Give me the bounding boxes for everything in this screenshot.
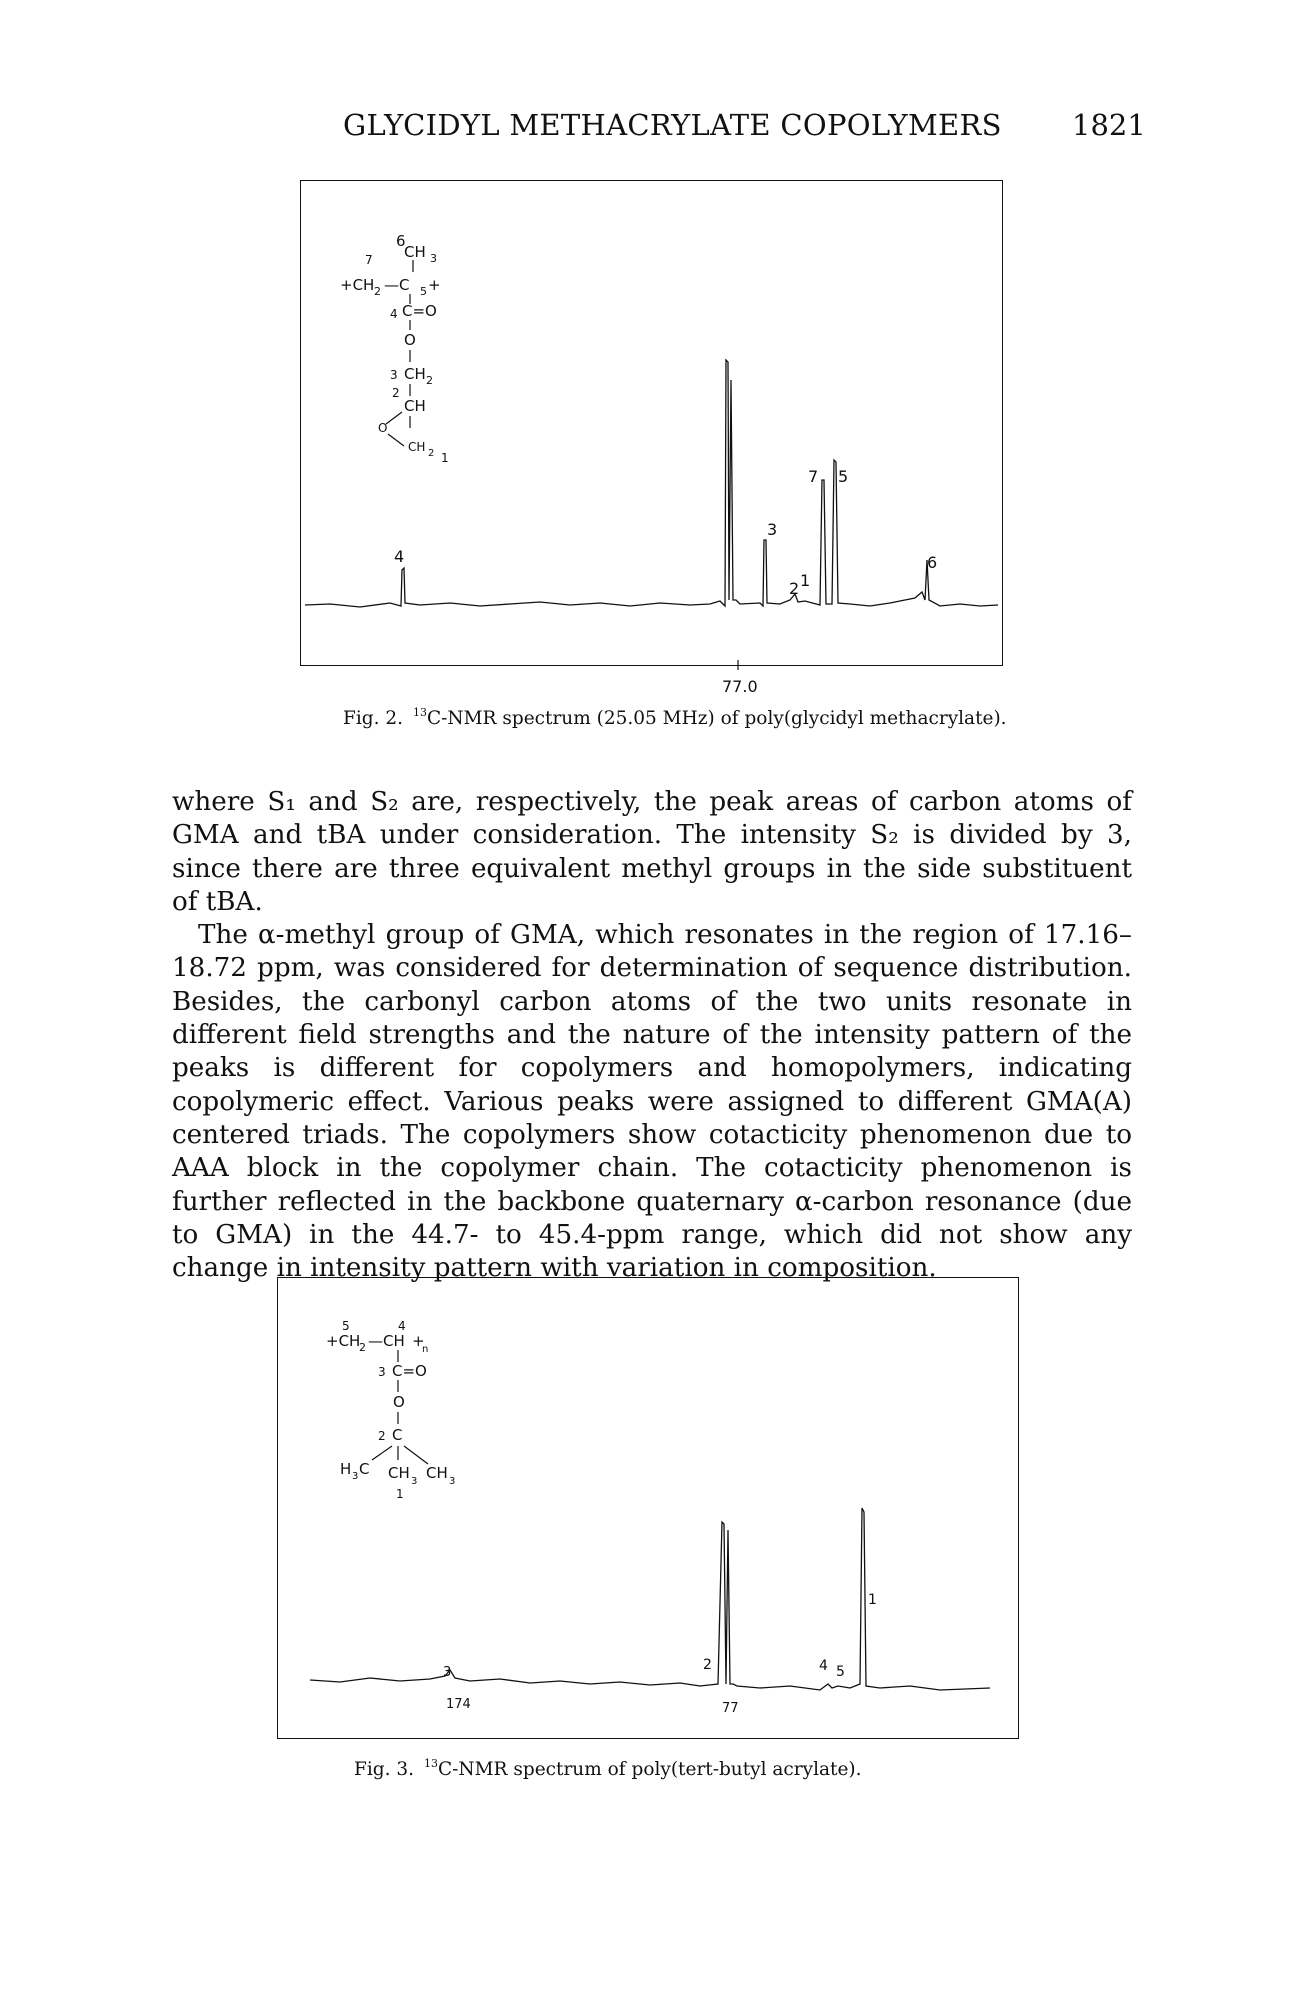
figure-2-peak-label: 3 [767, 520, 777, 539]
figure-2-caption: Fig. 2. 13C-NMR spectrum (25.05 MHz) of p… [343, 706, 1007, 729]
struct-label: C [392, 1426, 402, 1444]
struct-label: O [393, 1393, 405, 1411]
figure-2-peak-label: 2 [789, 579, 799, 598]
figure-3-peak-label: 3 [443, 1665, 451, 1680]
page-number: 1821 [1072, 108, 1146, 142]
struct-label: —CH [368, 1332, 405, 1350]
struct-label: CH [404, 365, 426, 383]
struct-label: 4 [398, 1319, 406, 1333]
figure-3-peak-label: 4 [819, 1658, 828, 1674]
struct-label: 3 [449, 1476, 455, 1487]
struct-label: 3 [390, 368, 398, 382]
figure-3-trace [309, 1507, 991, 1691]
running-head-title: GLYCIDYL METHACRYLATE COPOLYMERS [343, 108, 1002, 142]
struct-label: 2 [392, 386, 400, 400]
struct-label: + [428, 276, 441, 294]
struct-label: 6 [396, 232, 406, 250]
figure-3-caption: Fig. 3. 13C-NMR spectrum of poly(tert-but… [354, 1757, 862, 1780]
struct-label: C=O [392, 1362, 427, 1380]
figure-3-caption-text: C-NMR spectrum of poly(tert-butyl acryla… [438, 1759, 862, 1780]
struct-label: C [359, 1460, 369, 1478]
figure-2-trace [304, 358, 999, 608]
struct-label: 5 [420, 285, 427, 298]
struct-label: 3 [378, 1365, 386, 1379]
figure-2-peak-label: 4 [394, 547, 404, 566]
struct-label: 1 [441, 451, 449, 465]
figure-3-axis-label: 174 [446, 1697, 471, 1712]
figure-2-peak-label: 7 [808, 467, 818, 486]
figure-2-spectrum: 6 CH 3 7 +CH 2 —C 5 + 4 C=O O 3 CH 2 2 C… [304, 232, 999, 696]
struct-label: 7 [365, 253, 373, 267]
figure-2-caption-number: Fig. 2. [343, 708, 404, 729]
figure-3-structure: 5 4 +CH 2 —CH + n 3 C=O O 2 C H 3 C CH 3… [326, 1319, 455, 1501]
struct-label: 2 [426, 374, 433, 387]
struct-label: CH [388, 1464, 410, 1482]
figure-2-peak-label: 5 [838, 467, 848, 486]
struct-label: 4 [390, 307, 398, 321]
figure-3-peak-label: 5 [836, 1664, 845, 1680]
struct-label: —C [384, 276, 409, 294]
struct-label: O [378, 421, 387, 435]
struct-label: C=O [402, 302, 437, 320]
body-text: where S₁ and S₂ are, respectively, the p… [172, 786, 1132, 1285]
struct-label: 2 [378, 1429, 386, 1443]
struct-label: 2 [428, 448, 434, 459]
body-paragraph-1: where S₁ and S₂ are, respectively, the p… [172, 787, 1132, 917]
figure-3-peak-label: 2 [703, 1657, 712, 1673]
body-paragraph-2: The α-methyl group of GMA, which resonat… [172, 920, 1132, 1284]
struct-label: +CH [340, 276, 374, 294]
figure-2-peak-label: 6 [927, 553, 937, 572]
figure-2-axis-label: 77.0 [722, 677, 758, 696]
struct-label: 3 [430, 252, 437, 265]
struct-label: 3 [352, 1471, 358, 1482]
figure-3-caption-number: Fig. 3. [354, 1759, 415, 1780]
figure-2-peak-label: 1 [800, 571, 810, 590]
struct-label: CH [404, 397, 426, 415]
figure-2-structure: 6 CH 3 7 +CH 2 —C 5 + 4 C=O O 3 CH 2 2 C… [340, 232, 449, 465]
figure-3-frame [277, 1277, 1019, 1739]
struct-label: 2 [374, 285, 381, 298]
struct-label: +CH [326, 1332, 360, 1350]
struct-label: CH [408, 440, 425, 454]
running-head: GLYCIDYL METHACRYLATE COPOLYMERS 1821 [0, 0, 1300, 160]
struct-label: 3 [411, 1476, 417, 1487]
struct-label: 2 [359, 1341, 366, 1354]
struct-label: H [340, 1460, 351, 1478]
figure-3-peak-label: 1 [868, 1592, 877, 1608]
figure-3-caption-sup: 13 [424, 1757, 439, 1770]
struct-label: 5 [342, 1319, 350, 1333]
struct-label: n [422, 1344, 428, 1355]
figure-3-axis-label: 77 [722, 1701, 739, 1716]
figure-2-caption-text: C-NMR spectrum (25.05 MHz) of poly(glyci… [427, 708, 1007, 729]
figure-2-caption-sup: 13 [413, 706, 428, 719]
struct-label: O [404, 331, 416, 349]
struct-label: CH [404, 243, 426, 261]
struct-label: CH [426, 1464, 448, 1482]
figure-2-frame [300, 180, 1003, 666]
struct-label: 1 [396, 1487, 404, 1501]
struct-label: + [412, 1332, 425, 1350]
